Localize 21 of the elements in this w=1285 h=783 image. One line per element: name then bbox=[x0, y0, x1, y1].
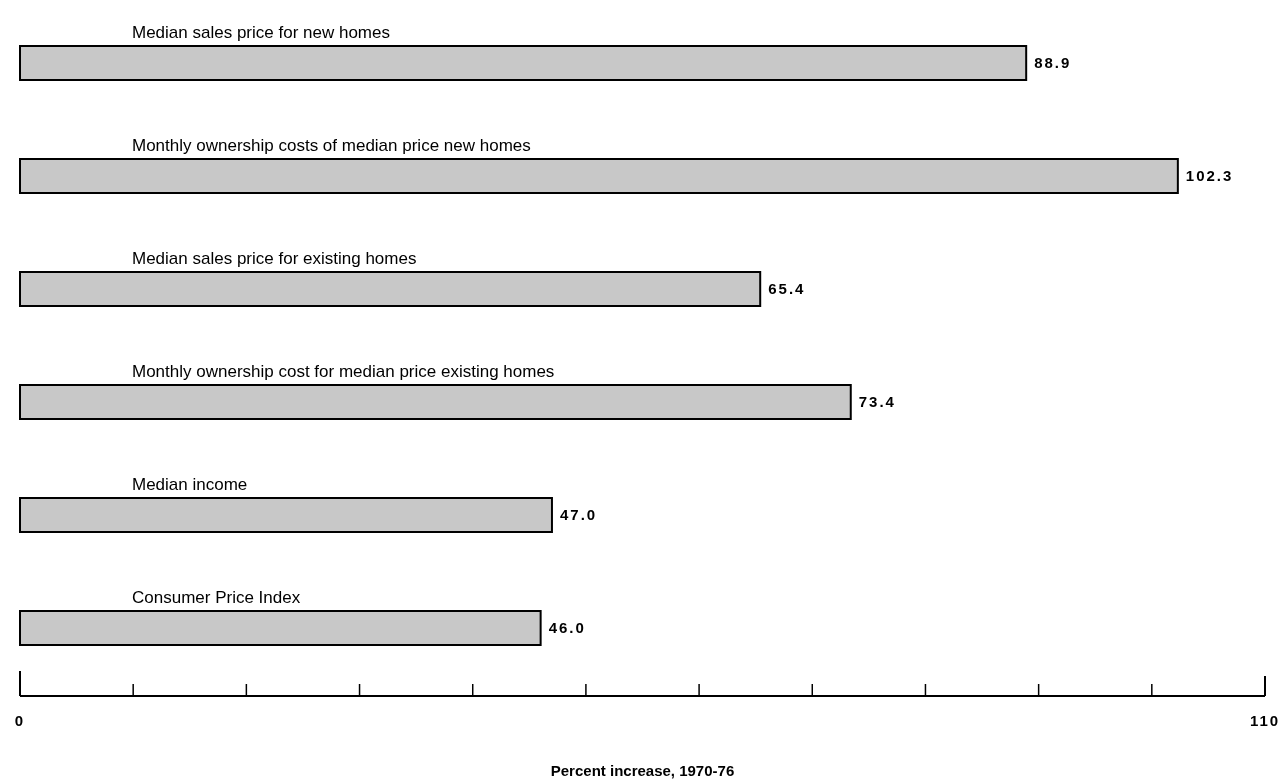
y-tick-label: Monthly ownership costs of median price new homes bbox=[132, 136, 531, 155]
y-tick-label: Median sales price for existing homes bbox=[132, 249, 417, 268]
x-tick-label: 0 bbox=[14, 712, 26, 729]
y-tick-label: Median sales price for new homes bbox=[132, 23, 390, 42]
x-tick-label: 110 bbox=[1249, 712, 1281, 729]
bar bbox=[19, 384, 852, 420]
data-label: 88.9 bbox=[1034, 54, 1072, 71]
y-tick-label: Median income bbox=[132, 475, 248, 494]
bar bbox=[19, 271, 762, 307]
y-tick-label: Monthly ownership cost for median price existing homes bbox=[132, 362, 555, 381]
y-tick-label: Consumer Price Index bbox=[132, 588, 301, 607]
data-label: 102.3 bbox=[1185, 167, 1234, 184]
bar bbox=[19, 45, 1028, 81]
data-label: 46.0 bbox=[548, 619, 586, 636]
data-label: 73.4 bbox=[858, 393, 896, 410]
bar bbox=[19, 158, 1179, 194]
data-label: 65.4 bbox=[768, 280, 806, 297]
bar bbox=[19, 610, 542, 646]
bar bbox=[19, 497, 553, 533]
data-label: 47.0 bbox=[559, 506, 598, 523]
x-axis-title: Percent increase, 1970-76 bbox=[550, 762, 735, 779]
